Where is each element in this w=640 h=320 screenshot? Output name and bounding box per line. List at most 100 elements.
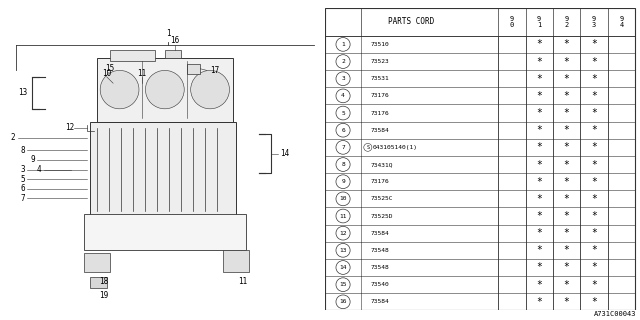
- Text: *: *: [591, 228, 597, 238]
- Text: 1: 1: [166, 29, 170, 38]
- Text: 12: 12: [339, 231, 347, 236]
- Text: *: *: [591, 280, 597, 290]
- Text: *: *: [564, 194, 570, 204]
- Text: *: *: [591, 194, 597, 204]
- Text: 13: 13: [18, 88, 28, 97]
- Text: 73584: 73584: [371, 128, 389, 133]
- Text: *: *: [564, 245, 570, 255]
- Text: *: *: [536, 108, 542, 118]
- Text: 16: 16: [170, 36, 179, 45]
- Text: 10: 10: [102, 69, 111, 78]
- Text: *: *: [536, 211, 542, 221]
- Text: *: *: [564, 108, 570, 118]
- Text: 8: 8: [341, 162, 345, 167]
- Text: *: *: [564, 142, 570, 152]
- Text: *: *: [564, 228, 570, 238]
- Text: *: *: [564, 160, 570, 170]
- Text: 043105140(1): 043105140(1): [373, 145, 418, 150]
- Text: 73540: 73540: [371, 282, 389, 287]
- Text: 73525D: 73525D: [371, 213, 393, 219]
- Text: *: *: [536, 194, 542, 204]
- Text: 73531: 73531: [371, 76, 389, 81]
- Text: *: *: [591, 160, 597, 170]
- Text: 7: 7: [341, 145, 345, 150]
- Text: 14: 14: [339, 265, 347, 270]
- Text: 11: 11: [238, 277, 247, 286]
- Circle shape: [191, 70, 230, 109]
- Text: 73548: 73548: [371, 265, 389, 270]
- Bar: [110, 50, 155, 61]
- Text: *: *: [591, 177, 597, 187]
- Text: *: *: [536, 262, 542, 273]
- Text: *: *: [536, 160, 542, 170]
- Text: 73584: 73584: [371, 299, 389, 304]
- Text: *: *: [591, 262, 597, 273]
- FancyBboxPatch shape: [97, 58, 233, 122]
- Text: 6: 6: [341, 128, 345, 133]
- Text: 11: 11: [138, 69, 147, 78]
- Text: 1: 1: [341, 42, 345, 47]
- Text: *: *: [536, 142, 542, 152]
- Text: *: *: [591, 142, 597, 152]
- Text: 3: 3: [20, 165, 25, 174]
- Text: 73176: 73176: [371, 110, 389, 116]
- Text: *: *: [591, 39, 597, 49]
- Text: 73176: 73176: [371, 179, 389, 184]
- Bar: [188, 64, 200, 74]
- Text: *: *: [564, 39, 570, 49]
- Text: 3: 3: [341, 76, 345, 81]
- Text: S: S: [366, 145, 369, 150]
- Text: *: *: [564, 57, 570, 67]
- Text: 2: 2: [341, 59, 345, 64]
- Text: 2: 2: [11, 133, 15, 142]
- Text: *: *: [536, 280, 542, 290]
- Text: *: *: [536, 39, 542, 49]
- Text: 73548: 73548: [371, 248, 389, 253]
- Bar: [90, 122, 236, 218]
- Text: 15: 15: [339, 282, 347, 287]
- Text: 5: 5: [341, 110, 345, 116]
- Text: 73176: 73176: [371, 93, 389, 98]
- Text: 5: 5: [20, 175, 25, 184]
- Text: 73584: 73584: [371, 231, 389, 236]
- Text: PARTS CORD: PARTS CORD: [388, 17, 435, 27]
- Text: 19: 19: [99, 291, 108, 300]
- Text: 6: 6: [20, 184, 25, 193]
- Text: *: *: [591, 108, 597, 118]
- Text: 9
3: 9 3: [592, 16, 596, 28]
- Text: 4: 4: [36, 165, 41, 174]
- Text: *: *: [536, 297, 542, 307]
- Text: *: *: [536, 177, 542, 187]
- Text: *: *: [536, 245, 542, 255]
- Text: *: *: [564, 280, 570, 290]
- Text: 11: 11: [339, 213, 347, 219]
- Text: 9
1: 9 1: [537, 16, 541, 28]
- Text: 9
4: 9 4: [620, 16, 623, 28]
- Text: 8: 8: [20, 146, 25, 155]
- Circle shape: [145, 70, 184, 109]
- Text: 17: 17: [210, 66, 220, 75]
- Text: 73510: 73510: [371, 42, 389, 47]
- Text: *: *: [564, 91, 570, 101]
- Text: *: *: [536, 57, 542, 67]
- Text: *: *: [591, 125, 597, 135]
- Text: *: *: [564, 74, 570, 84]
- Text: *: *: [591, 57, 597, 67]
- Text: 15: 15: [105, 64, 115, 73]
- Text: 18: 18: [99, 277, 108, 286]
- Text: 9: 9: [30, 156, 35, 164]
- Text: 9
2: 9 2: [564, 16, 569, 28]
- Bar: [90, 277, 107, 288]
- Text: 73431Q: 73431Q: [371, 162, 393, 167]
- Text: 73523: 73523: [371, 59, 389, 64]
- Text: 73525C: 73525C: [371, 196, 393, 201]
- Text: *: *: [564, 125, 570, 135]
- Text: *: *: [591, 74, 597, 84]
- Text: *: *: [564, 262, 570, 273]
- Text: 16: 16: [339, 299, 347, 304]
- Text: *: *: [591, 245, 597, 255]
- Text: *: *: [536, 91, 542, 101]
- Text: A731C00043: A731C00043: [595, 311, 637, 317]
- Text: *: *: [591, 297, 597, 307]
- Text: *: *: [536, 228, 542, 238]
